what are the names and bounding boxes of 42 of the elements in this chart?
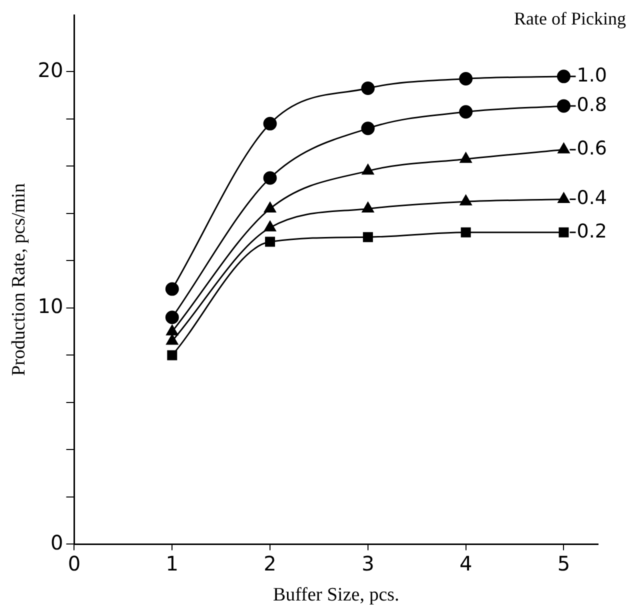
- point: [460, 227, 471, 238]
- point: [264, 202, 276, 212]
- y-tick-label: 20: [38, 58, 64, 82]
- x-tick-label: 2: [264, 551, 276, 576]
- point: [558, 192, 570, 204]
- legend-label: 0.6: [576, 138, 607, 160]
- legend-label: 1.0: [576, 64, 607, 86]
- point: [361, 122, 375, 136]
- legend-title: Rate of Picking: [514, 8, 626, 29]
- legend-label: 0.2: [576, 220, 607, 242]
- point: [265, 236, 276, 247]
- y-tick-label: 0: [50, 530, 64, 554]
- point: [459, 72, 473, 86]
- x-axis-title: Buffer Size, pcs.: [272, 584, 400, 606]
- point: [460, 152, 472, 163]
- legend-label: 0.4: [576, 187, 607, 210]
- point: [362, 202, 374, 212]
- point: [165, 310, 179, 324]
- point: [362, 232, 373, 242]
- x-tick-label: 1: [166, 551, 179, 576]
- point: [558, 142, 570, 154]
- y-axis-title: Production Rate, pcs/min: [8, 182, 30, 376]
- point: [165, 282, 179, 296]
- point: [263, 171, 277, 185]
- point: [556, 99, 570, 113]
- point: [166, 334, 178, 345]
- legend-label: 0.8: [576, 94, 607, 116]
- point: [460, 194, 472, 206]
- x-tick-label: 3: [362, 551, 374, 576]
- point: [167, 350, 178, 360]
- point: [556, 70, 570, 84]
- point: [264, 220, 276, 232]
- y-tick-label: 10: [38, 294, 64, 318]
- point: [361, 81, 375, 95]
- point: [459, 105, 473, 119]
- point: [166, 324, 178, 336]
- point: [362, 164, 374, 175]
- x-tick-label: 0: [68, 551, 81, 576]
- point: [263, 116, 277, 130]
- x-tick-label: 4: [459, 551, 472, 576]
- x-tick-label: 5: [557, 551, 570, 576]
- point: [558, 227, 569, 238]
